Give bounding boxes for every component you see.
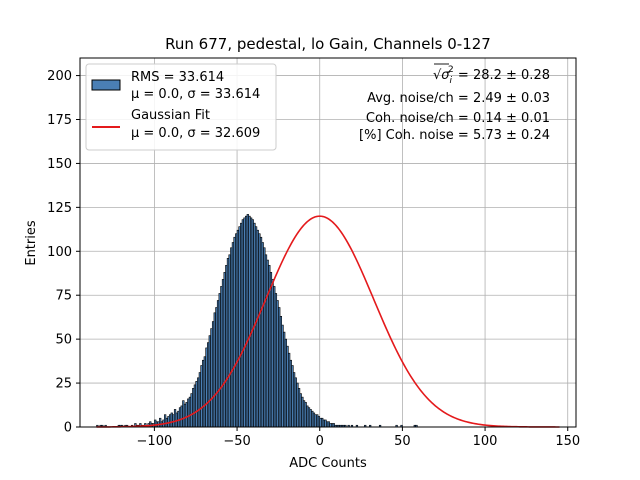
x-axis-ticks: −100 −50 0 50 100 150 [137,427,580,449]
y-tick-label: 75 [55,289,72,304]
annotation-avg-noise: Avg. noise/ch = 2.49 ± 0.03 [367,91,550,106]
legend-histogram-line-2: μ = 0.0, σ = 33.614 [131,87,260,102]
x-tick-label: −50 [223,434,250,449]
chart-title: Run 677, pedestal, lo Gain, Channels 0-1… [165,35,491,53]
y-tick-label: 100 [47,245,72,260]
x-tick-label: 100 [473,434,498,449]
x-tick-label: 0 [316,434,324,449]
x-tick-label: 50 [394,434,411,449]
variance-value: = 28.2 ± 0.28 [454,68,550,83]
y-tick-label: 200 [47,69,72,84]
annotation-coherent-variance: √σi2 = 28.2 ± 0.28 [433,65,550,86]
legend-fit-line-1: Gaussian Fit [131,108,210,123]
y-tick-label: 50 [55,333,72,348]
y-tick-label: 175 [47,113,72,128]
legend-box [85,63,277,151]
sqrt-symbol: √ [433,68,442,83]
y-axis-ticks: 0 25 50 75 100 125 150 175 200 [47,69,80,436]
y-tick-label: 150 [47,157,72,172]
annotation-coh-noise-percent: [%] Coh. noise = 5.73 ± 0.24 [359,128,550,143]
legend-histogram-swatch [91,79,121,91]
sigma-superscript: 2 [448,65,454,75]
legend-histogram-line-1: RMS = 33.614 [131,70,224,85]
y-tick-label: 0 [64,421,72,436]
sigma-subscript: i [450,76,453,86]
axes-frame [79,57,577,428]
annotation-coh-noise: Coh. noise/ch = 0.14 ± 0.01 [366,111,550,126]
noise-annotations: √σi2 = 28.2 ± 0.28 Avg. noise/ch = 2.49 … [359,63,550,143]
x-axis-label: ADC Counts [289,456,367,471]
x-tick-label: 150 [555,434,580,449]
y-axis-label: Entries [24,220,39,266]
gaussian-fit-curve [96,215,560,428]
y-tick-label: 125 [47,201,72,216]
y-tick-label: 25 [55,377,72,392]
x-tick-label: −100 [137,434,173,449]
legend: RMS = 33.614 μ = 0.0, σ = 33.614 Gaussia… [85,63,277,151]
sigma-symbol: σ [441,68,450,83]
gridlines [80,58,576,428]
legend-fit-line-2: μ = 0.0, σ = 32.609 [131,126,260,141]
